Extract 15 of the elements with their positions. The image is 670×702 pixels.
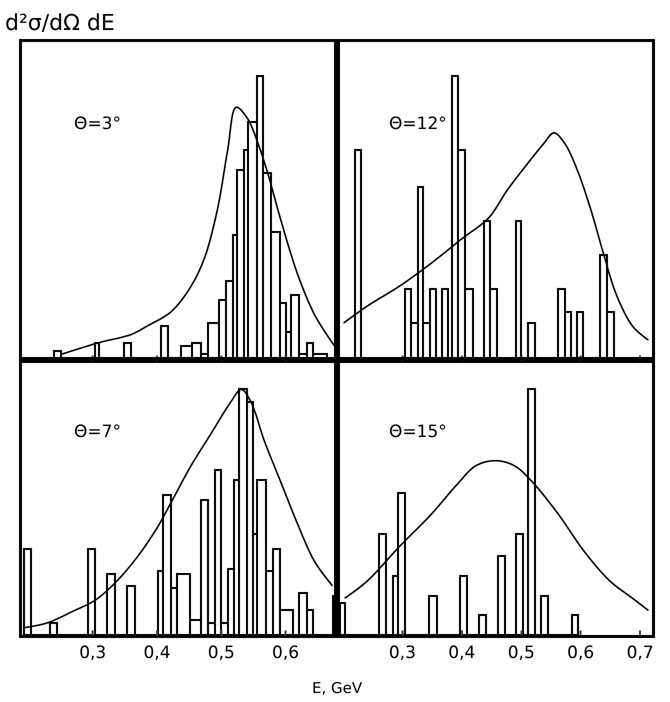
x-tick-label: 0,6 [272,643,300,664]
x-tick-label: 0,5 [508,643,535,664]
annotation: Θ=3° [74,114,121,134]
x-tick-label: 0,7 [626,643,654,664]
x-tick-label: 0,4 [143,643,171,664]
annotation: Θ=15° [389,422,447,442]
x-tick-label: 0,5 [208,643,235,664]
annotation: Θ=7° [74,422,121,442]
x-tick-label: 0,3 [79,643,106,664]
annotation: Θ=12° [389,114,447,134]
x-tick-label: 0,3 [388,643,416,664]
y-axis-title: d²σ/dΩ dE [5,11,115,36]
x-axis-title: E, GeV [312,679,363,697]
x-tick-label: 0,6 [567,643,594,664]
x-tick-label: 0,4 [448,643,476,664]
